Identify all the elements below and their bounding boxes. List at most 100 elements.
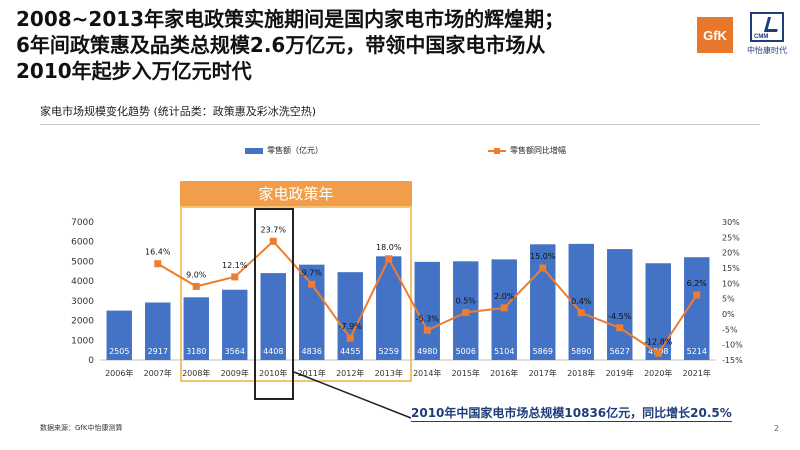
bar bbox=[530, 244, 556, 360]
growth-point bbox=[385, 255, 393, 263]
y-right-tick-label: 10% bbox=[722, 279, 740, 288]
bar-value-label: 5214 bbox=[687, 347, 707, 356]
bar bbox=[183, 297, 209, 360]
growth-value-label: 6.2% bbox=[687, 279, 708, 288]
data-source: 数据来源：GfK中怡康测算 bbox=[40, 424, 123, 432]
growth-point bbox=[616, 324, 624, 332]
growth-value-label: 15.0% bbox=[530, 252, 556, 261]
x-tick-label: 2017年 bbox=[529, 368, 557, 378]
x-tick-label: 2016年 bbox=[490, 368, 518, 378]
x-tick-label: 2006年 bbox=[105, 368, 133, 378]
bar bbox=[106, 310, 132, 360]
y-right-tick-label: -15% bbox=[722, 356, 743, 365]
legend-line-swatch bbox=[488, 147, 506, 154]
x-tick-label: 2021年 bbox=[683, 368, 711, 378]
page-number: 2 bbox=[774, 424, 780, 433]
bar-value-label: 3564 bbox=[225, 347, 245, 356]
bar-value-label: 4408 bbox=[263, 347, 283, 356]
bar-value-label: 5627 bbox=[610, 347, 630, 356]
y-right-tick-label: -10% bbox=[722, 341, 743, 350]
y-left-tick-label: 1000 bbox=[71, 336, 94, 346]
x-tick-label: 2012年 bbox=[336, 368, 364, 378]
growth-value-label: -12.8% bbox=[644, 337, 673, 346]
callout-2010: 2010年中国家电市场总规模10836亿元，同比增长20.5% bbox=[411, 406, 732, 422]
divider bbox=[40, 124, 760, 125]
bar-value-label: 5006 bbox=[456, 347, 476, 356]
bar bbox=[260, 273, 286, 360]
y-left-tick-label: 2000 bbox=[71, 317, 94, 327]
legend-bar: 零售额（亿元） bbox=[245, 145, 323, 156]
legend-bar-label: 零售额（亿元） bbox=[267, 146, 323, 155]
y-right-tick-label: 30% bbox=[722, 218, 740, 227]
x-tick-label: 2014年 bbox=[413, 368, 441, 378]
growth-value-label: 0.5% bbox=[456, 296, 477, 305]
y-left-tick-label: 0 bbox=[88, 356, 94, 366]
y-right-tick-label: 5% bbox=[722, 295, 735, 304]
growth-point bbox=[308, 280, 316, 288]
y-left-tick-label: 5000 bbox=[71, 257, 94, 267]
bar bbox=[299, 264, 325, 360]
gfk-logo: GfK bbox=[697, 17, 733, 53]
growth-value-label: 23.7% bbox=[261, 225, 287, 234]
y-left-tick-label: 3000 bbox=[71, 297, 94, 307]
bar-value-label: 4980 bbox=[417, 347, 437, 356]
growth-point bbox=[154, 260, 162, 268]
x-tick-label: 2015年 bbox=[452, 368, 480, 378]
growth-value-label: -7.9% bbox=[339, 322, 363, 331]
growth-point bbox=[693, 291, 701, 299]
x-tick-label: 2019年 bbox=[606, 368, 634, 378]
growth-value-label: 16.4% bbox=[145, 248, 171, 257]
growth-point bbox=[462, 308, 470, 316]
y-right-tick-label: 25% bbox=[722, 233, 740, 242]
growth-value-label: 0.4% bbox=[571, 297, 592, 306]
legend-line-label: 零售额同比增幅 bbox=[510, 146, 566, 155]
growth-point bbox=[269, 237, 277, 245]
growth-point bbox=[346, 334, 354, 342]
highlight-2010-frame bbox=[254, 208, 294, 400]
legend-line: 零售额同比增幅 bbox=[488, 145, 566, 156]
bar-value-label: 5104 bbox=[494, 347, 514, 356]
bar bbox=[145, 302, 171, 360]
growth-point bbox=[654, 349, 662, 357]
growth-value-label: 18.0% bbox=[376, 243, 402, 252]
cmm-logo-name: 中怡康时代 bbox=[747, 46, 787, 55]
policy-years-banner: 家电政策年 bbox=[180, 181, 412, 206]
title-line-3: 2010年起步入万亿元时代 bbox=[16, 59, 252, 83]
growth-point bbox=[539, 264, 547, 272]
bar-value-label: 5869 bbox=[533, 347, 553, 356]
bar-value-label: 4836 bbox=[302, 347, 322, 356]
bar-value-label: 2917 bbox=[148, 347, 168, 356]
growth-value-label: -4.5% bbox=[608, 312, 632, 321]
bar-value-label: 3180 bbox=[186, 347, 206, 356]
bar bbox=[607, 249, 633, 360]
growth-value-label: 12.1% bbox=[222, 261, 248, 270]
growth-point bbox=[500, 304, 508, 312]
bar-value-label: 5890 bbox=[571, 347, 591, 356]
growth-point bbox=[577, 309, 585, 317]
y-left-tick-label: 4000 bbox=[71, 277, 94, 287]
growth-point bbox=[423, 326, 431, 334]
x-tick-label: 2008年 bbox=[182, 368, 210, 378]
bar-value-label: 2505 bbox=[109, 347, 129, 356]
growth-value-label: -5.3% bbox=[416, 314, 440, 323]
y-right-tick-label: -5% bbox=[722, 325, 738, 334]
y-left-tick-label: 6000 bbox=[71, 238, 94, 248]
y-right-tick-label: 20% bbox=[722, 249, 740, 258]
x-tick-label: 2007年 bbox=[144, 368, 172, 378]
y-right-tick-label: 15% bbox=[722, 264, 740, 273]
title-line-2: 6年间政策惠及品类总规模2.6万亿元，带领中国家电市场从 bbox=[16, 33, 546, 57]
growth-value-label: 2.0% bbox=[494, 292, 515, 301]
x-tick-label: 2020年 bbox=[644, 368, 672, 378]
policy-years-frame bbox=[180, 206, 412, 382]
bar bbox=[414, 261, 440, 360]
bar bbox=[222, 289, 248, 360]
bar bbox=[337, 272, 363, 360]
x-tick-label: 2009年 bbox=[221, 368, 249, 378]
y-right-tick-label: 0% bbox=[722, 310, 735, 319]
growth-point bbox=[192, 282, 200, 290]
x-tick-label: 2018年 bbox=[567, 368, 595, 378]
legend-bar-swatch bbox=[245, 147, 263, 154]
x-tick-label: 2010年 bbox=[259, 368, 287, 378]
